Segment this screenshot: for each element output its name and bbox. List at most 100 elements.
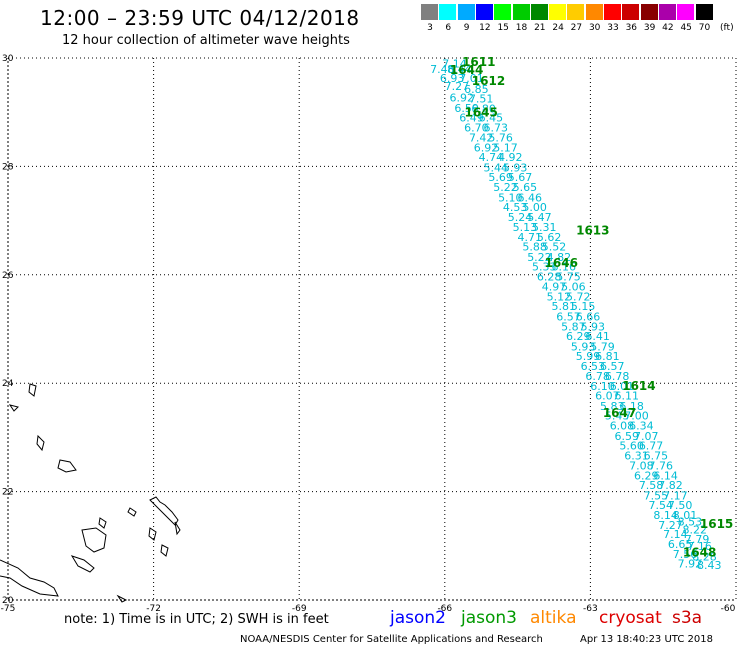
footer-note: note: 1) Time is in UTC; 2) SWH is in fe… bbox=[64, 612, 329, 627]
wave-height-value: 5.99 bbox=[576, 350, 601, 363]
wave-height-value: 5.65 bbox=[513, 181, 538, 194]
coastline-island-a bbox=[127, 507, 137, 517]
lon-tick-label: -63 bbox=[583, 604, 598, 614]
wave-height-value: 6.16 bbox=[551, 261, 576, 274]
legend-label: 42 bbox=[662, 23, 674, 33]
wave-height-value: 4.53 bbox=[503, 201, 528, 214]
wave-height-value: 6.80 bbox=[471, 102, 496, 115]
wave-height-value: 5.31 bbox=[532, 221, 557, 234]
map-title: 12:00 – 23:59 UTC 04/12/2018 bbox=[40, 6, 360, 30]
wave-height-value: 6.92 bbox=[450, 92, 475, 105]
wave-height-value: 6.78 bbox=[585, 370, 610, 383]
legend-swatch bbox=[622, 4, 640, 20]
legend-swatch bbox=[567, 4, 585, 20]
wave-height-value: 7.76 bbox=[649, 460, 674, 473]
wave-height-value: 6.57 bbox=[600, 360, 625, 373]
legend-swatch bbox=[457, 4, 475, 20]
legend-swatch bbox=[677, 4, 695, 20]
wave-height-value: 6.57 bbox=[556, 311, 581, 324]
wave-height-value: 5.79 bbox=[590, 340, 615, 353]
wave-height-value: 7.42 bbox=[469, 132, 494, 145]
satellite-cryosat: cryosat bbox=[599, 608, 662, 628]
legend-label: 36 bbox=[625, 23, 638, 33]
generated-timestamp: Apr 13 18:40:23 UTC 2018 bbox=[580, 634, 713, 645]
wave-height-value: 5.93 bbox=[503, 161, 528, 174]
legend-swatch bbox=[585, 4, 603, 20]
legend-swatch bbox=[439, 4, 457, 20]
legend-swatch bbox=[475, 4, 493, 20]
legend-label: 9 bbox=[463, 23, 470, 33]
wave-height-value: 8.22 bbox=[682, 524, 707, 537]
lat-tick-label: 22 bbox=[2, 488, 13, 498]
wave-height-value: 7.07 bbox=[634, 430, 659, 443]
legend-label: 18 bbox=[515, 23, 528, 33]
coastline-island-j bbox=[36, 434, 45, 452]
wave-height-value: 4.82 bbox=[547, 251, 572, 264]
wave-height-value: 5.17 bbox=[493, 141, 518, 154]
legend-unit: (ft) bbox=[720, 23, 734, 33]
coastline-island-b bbox=[98, 517, 107, 529]
legend-label: 70 bbox=[698, 23, 711, 33]
satellite-altika: altika bbox=[530, 608, 577, 628]
legend-label: 21 bbox=[534, 23, 546, 33]
wave-height-value: 5.10 bbox=[498, 191, 523, 204]
wave-height-value: 6.41 bbox=[585, 330, 610, 343]
wave-height-value: 7.27 bbox=[445, 80, 470, 93]
wave-height-value: 6.07 bbox=[595, 390, 620, 403]
wave-height-value: 5.88 bbox=[522, 241, 547, 254]
wave-height-value: 8.01 bbox=[673, 509, 698, 522]
wave-height-value: 5.00 bbox=[522, 201, 547, 214]
satellite-jason3: jason3 bbox=[461, 608, 517, 628]
pass-time-label: 1646 bbox=[545, 256, 578, 270]
coastline-cuba-east bbox=[70, 555, 95, 573]
legend-label: 15 bbox=[497, 23, 509, 33]
wave-height-value: 5.87 bbox=[561, 320, 586, 333]
credit-text: NOAA/NESDIS Center for Satellite Applica… bbox=[240, 634, 543, 645]
legend-swatch bbox=[549, 4, 567, 20]
wave-height-value: 5.60 bbox=[619, 440, 644, 453]
lon-tick-label: -75 bbox=[1, 604, 16, 614]
wave-height-value: 6.59 bbox=[615, 430, 640, 443]
lon-tick-label: -60 bbox=[721, 604, 736, 614]
wave-height-value: 4.92 bbox=[498, 151, 523, 164]
wave-height-value: 7.01 bbox=[459, 72, 484, 85]
wave-height-value: 5.06 bbox=[561, 281, 586, 294]
pass-time-label: 1611 bbox=[462, 55, 495, 69]
wave-height-value: 8.14 bbox=[653, 509, 678, 522]
wave-height-value: 8.44 bbox=[447, 63, 472, 76]
wave-height-value: 6.29 bbox=[634, 469, 659, 482]
legend-label: 3 bbox=[427, 23, 433, 33]
pass-time-label: 1644 bbox=[450, 63, 483, 77]
legend-swatch bbox=[658, 4, 676, 20]
wave-height-value: 5.81 bbox=[551, 300, 576, 313]
lat-tick-label: 30 bbox=[2, 54, 14, 64]
wave-height-value: 5.93 bbox=[581, 320, 606, 333]
legend-swatch bbox=[421, 4, 438, 20]
wave-height-value: 5.62 bbox=[537, 231, 562, 244]
pass-time-label: 1615 bbox=[700, 517, 733, 531]
wave-height-value: 7.56 bbox=[673, 548, 698, 561]
coastline-island-h bbox=[28, 383, 37, 397]
pass-time-label: 1614 bbox=[622, 379, 655, 393]
wave-height-value: 7.00 bbox=[624, 410, 649, 423]
coastline-bahamas-north bbox=[149, 496, 179, 526]
wave-height-value: 6.28 bbox=[537, 270, 562, 283]
coastline-cuba bbox=[0, 559, 59, 597]
legend-label: 30 bbox=[588, 23, 601, 33]
wave-height-value: 6.78 bbox=[605, 370, 630, 383]
legend-swatch bbox=[695, 4, 713, 20]
coastline-island-i bbox=[8, 404, 19, 412]
coastline-island-g bbox=[57, 459, 77, 473]
wave-height-value: 5.22 bbox=[527, 251, 552, 264]
wave-height-value: 6.59 bbox=[454, 102, 479, 115]
wave-height-value: 6.11 bbox=[615, 390, 640, 403]
coastline-island-e bbox=[160, 544, 169, 557]
wave-height-value: 6.73 bbox=[484, 121, 509, 134]
wave-height-value: 5.24 bbox=[508, 211, 533, 224]
wave-height-value: 5.15 bbox=[571, 300, 596, 313]
wave-height-value: 4.71 bbox=[517, 231, 542, 244]
lon-tick-label: -72 bbox=[146, 604, 161, 614]
wave-height-value: 7.14 bbox=[663, 528, 688, 541]
